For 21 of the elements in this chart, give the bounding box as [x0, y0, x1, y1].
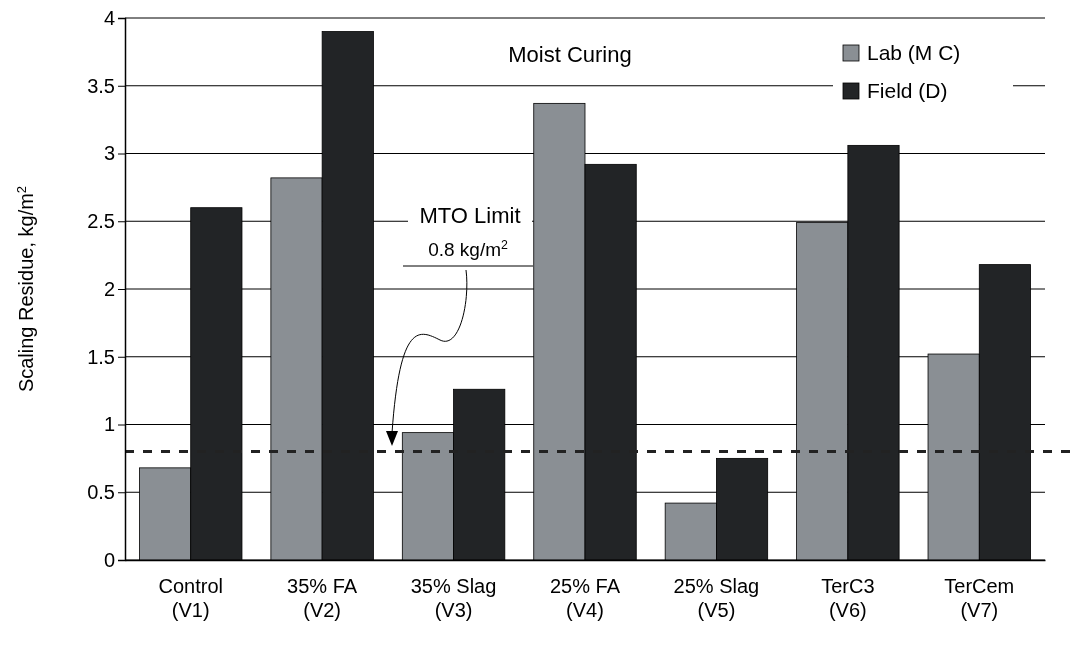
y-tick-label: 3 — [103, 142, 115, 165]
y-tick-label: 4 — [103, 6, 115, 29]
y-tick-label: 0.5 — [87, 481, 115, 504]
y-tick-label: 3.5 — [87, 74, 115, 97]
x-tick-label: 25% FA (V4) — [549, 575, 621, 621]
x-tick-label: 35% Slag (V3) — [410, 575, 497, 621]
y-tick-label: 1.5 — [87, 345, 115, 368]
y-tick-label: 0 — [103, 548, 115, 571]
y-tick-label: 1 — [103, 413, 115, 436]
y-tick-label: 2 — [103, 277, 115, 300]
legend-label: Lab (M C) — [867, 41, 961, 64]
annotation: 0.8 kg/m$^{2}$ — [428, 238, 508, 260]
x-tick-label: 25% Slag (V5) — [673, 575, 760, 621]
x-tick-label: TerC3 (V6) — [821, 575, 875, 621]
x-tick-label: TerCem (V7) — [944, 575, 1015, 621]
legend-label: Field (D) — [867, 79, 948, 102]
y-tick-label: 2.5 — [87, 210, 115, 233]
annotation: Moist Curing — [508, 42, 632, 67]
x-tick-label: Control (V1) — [158, 575, 223, 621]
annotation: MTO Limit — [419, 203, 521, 228]
x-tick-label: 35% FA (V2) — [287, 575, 358, 621]
